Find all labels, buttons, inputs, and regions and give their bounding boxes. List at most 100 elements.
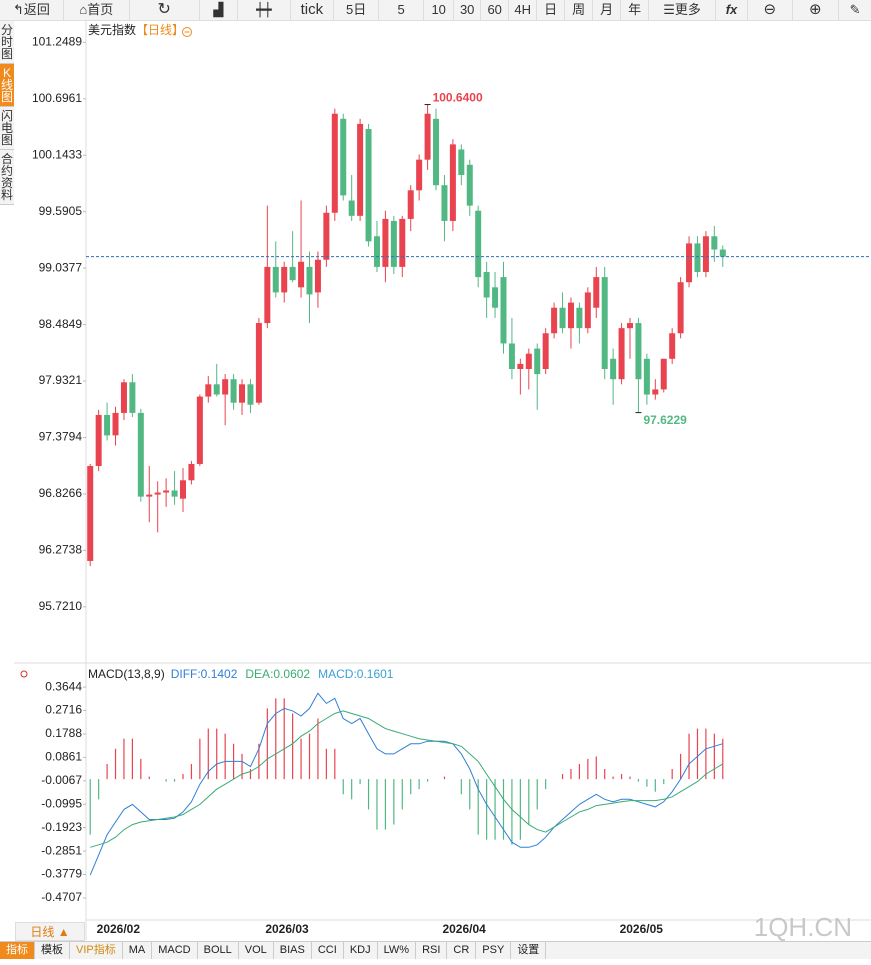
candle-body — [686, 243, 693, 283]
label: 返回 — [23, 2, 50, 17]
period-button[interactable]: 5日 — [334, 0, 380, 20]
legend-entry: DIFF:0.1402 — [171, 667, 238, 681]
indicator-tab[interactable]: RSI — [416, 942, 448, 959]
refresh-button[interactable]: ↻ — [130, 0, 200, 20]
x-tick-label: 2026/04 — [442, 922, 486, 936]
candle-body — [593, 277, 600, 308]
candle-body — [306, 266, 313, 295]
candle-body — [601, 277, 608, 369]
candle-body — [188, 463, 195, 481]
period-button[interactable]: 60 — [481, 0, 510, 20]
candle-body — [348, 200, 355, 216]
candle-body — [416, 159, 423, 191]
candle-body — [702, 236, 709, 272]
indicator-tab[interactable]: BIAS — [274, 942, 312, 959]
sidebar-tab[interactable]: 闪电图 — [0, 107, 14, 150]
y-tick-label: 0.1788 — [45, 726, 82, 740]
collapse-icon[interactable] — [182, 27, 192, 37]
back-button[interactable]: ↰返回 — [0, 0, 64, 20]
indicator-tab[interactable]: 模板 — [35, 942, 70, 959]
candle-body — [272, 266, 279, 293]
label: 首页 — [87, 2, 114, 17]
sidebar-tab[interactable]: 分时图 — [0, 21, 14, 64]
draw-button[interactable]: ✎ — [849, 2, 861, 17]
y-tick-label: -0.1923 — [41, 820, 82, 834]
candle-body — [129, 382, 136, 413]
period-button[interactable]: 30 — [454, 0, 482, 20]
y-tick-label: 97.3794 — [39, 430, 83, 444]
candle-body — [643, 358, 650, 395]
candle-body — [137, 412, 144, 497]
indicator-tab[interactable]: 设置 — [511, 942, 547, 959]
period-button[interactable]: 5 — [379, 0, 425, 20]
y-tick-label: -0.4707 — [41, 890, 82, 904]
candle-body — [525, 353, 532, 369]
zoom-in-button[interactable]: ⊕ — [793, 0, 840, 20]
period-button[interactable]: 月 — [593, 0, 622, 20]
sidebar-tab[interactable]: K线图 — [0, 64, 14, 107]
period-button[interactable]: 年 — [621, 0, 650, 20]
y-tick-label: 98.4849 — [39, 317, 83, 331]
indicator-tab[interactable]: VOL — [239, 942, 274, 959]
candle-body — [382, 218, 389, 267]
zoom-out-button[interactable]: ⊖ — [748, 0, 793, 20]
indicator-tab[interactable]: CR — [447, 942, 477, 959]
candle-body — [146, 494, 153, 497]
candle-body — [551, 307, 558, 334]
candle-body — [357, 123, 364, 216]
candle-body — [205, 384, 212, 397]
candle-body — [323, 212, 330, 260]
indicator-tab[interactable]: KDJ — [344, 942, 378, 959]
sidebar-tab[interactable]: 合约资料 — [0, 150, 14, 205]
candle-body — [239, 384, 246, 403]
legend-entry: DEA:0.0602 — [245, 667, 310, 681]
candle-body — [584, 292, 591, 329]
candle-body — [120, 382, 127, 413]
x-tick-label: 2026/02 — [97, 922, 141, 936]
candle-body — [677, 282, 684, 334]
candle-body — [112, 412, 119, 436]
candle-body — [340, 118, 347, 196]
candle-body — [331, 113, 338, 213]
period-buttons: 5日 5 10 30 60 4H 日周月年 — [334, 0, 650, 20]
period-button[interactable]: 日线 ▲ — [15, 922, 85, 941]
more-button[interactable]: ☰更多 — [649, 0, 716, 20]
bar-chart-button[interactable]: ▟ — [200, 0, 239, 20]
candle-body — [711, 236, 718, 250]
candle-body — [433, 118, 440, 186]
watermark: 1QH.CN — [754, 912, 852, 942]
period-button[interactable]: 周 — [565, 0, 594, 20]
tick-button[interactable]: tick — [291, 0, 335, 20]
period-button[interactable]: 4H — [509, 0, 538, 20]
indicator-tab[interactable]: 指标 — [0, 942, 35, 959]
indicator-tab[interactable]: MACD — [152, 942, 198, 959]
indicator-tab[interactable]: BOLL — [198, 942, 239, 959]
indicator-tab[interactable]: VIP指标 — [70, 942, 123, 959]
candle-body — [298, 261, 305, 288]
fx-button[interactable]: fx — [716, 0, 748, 20]
candle-body — [154, 492, 161, 495]
period-button[interactable]: 日 — [537, 0, 566, 20]
candle-body — [449, 144, 456, 221]
candle-body — [289, 266, 296, 281]
candle-button[interactable]: ┿┿ — [238, 0, 291, 20]
candle-body — [87, 465, 94, 561]
indicator-tab[interactable]: LW% — [378, 942, 417, 959]
home-button[interactable]: ⌂首页 — [64, 0, 130, 20]
candle-body — [475, 210, 482, 278]
candle-body — [500, 277, 507, 344]
candle-body — [424, 113, 431, 160]
candle-body — [314, 259, 321, 293]
candle-body — [441, 185, 448, 221]
sidebar: 分时图 K线图 闪电图 合约资料 — [0, 21, 14, 205]
settings-icon[interactable] — [20, 670, 28, 678]
period-button[interactable]: 10 — [424, 0, 455, 20]
candle-body — [365, 129, 372, 242]
indicator-tab[interactable]: MA — [123, 942, 153, 959]
indicator-tab[interactable]: PSY — [476, 942, 512, 959]
indicator-tab[interactable]: CCI — [312, 942, 344, 959]
candle-body — [719, 249, 726, 257]
candle-body — [196, 396, 203, 464]
chart-subtitle: 【日线】 — [136, 23, 184, 37]
y-tick-label: 101.2489 — [32, 35, 82, 49]
